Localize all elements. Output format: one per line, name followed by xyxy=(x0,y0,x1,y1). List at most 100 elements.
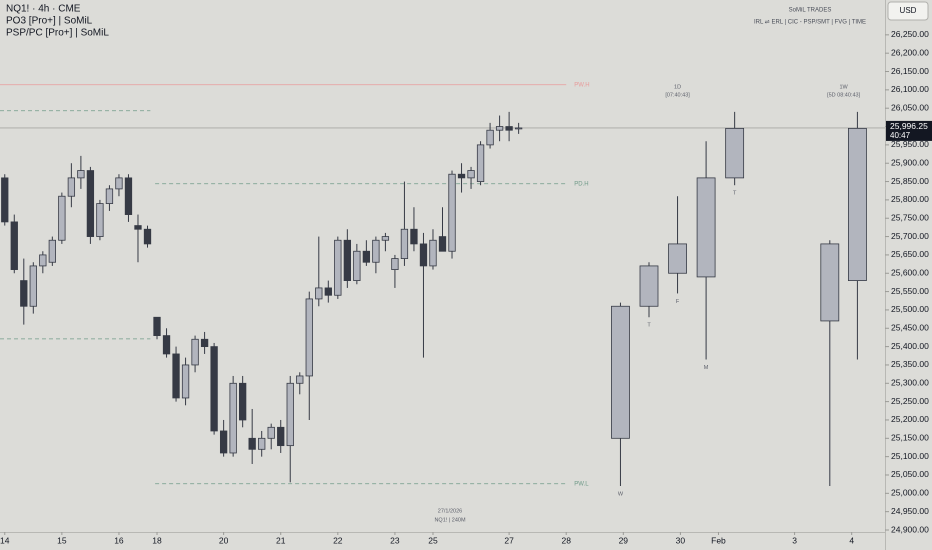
candle-body xyxy=(848,127,867,281)
x-tick-label: 20 xyxy=(219,535,229,545)
candle-body xyxy=(86,170,95,237)
y-tick-label: 26,200.00 xyxy=(891,47,929,57)
brand: SoMiL TRADES xyxy=(789,8,832,14)
candle-body xyxy=(153,316,161,337)
y-tick-label: 25,450.00 xyxy=(891,323,929,333)
y-tick-label: 26,250.00 xyxy=(891,29,929,39)
y-tick-label: 24,950.00 xyxy=(891,506,929,516)
x-tick-label: 28 xyxy=(561,535,571,545)
y-tick-label: 25,250.00 xyxy=(891,396,929,406)
candle-body xyxy=(438,236,447,252)
x-tick-label: 22 xyxy=(333,535,343,545)
y-tick-label: 25,150.00 xyxy=(891,433,929,443)
x-tick-label: 21 xyxy=(276,535,286,545)
y-tick-label: 25,100.00 xyxy=(891,451,929,461)
candle-body xyxy=(143,228,152,245)
candle-body xyxy=(124,177,133,215)
candle-body xyxy=(639,265,659,307)
candle-body xyxy=(10,221,18,270)
y-tick-label: 26,150.00 xyxy=(891,66,929,76)
candle-body xyxy=(210,346,218,432)
last-price-tag xyxy=(886,120,932,141)
htf-candle-label: T xyxy=(733,191,737,197)
x-tick-label: 14 xyxy=(0,535,10,545)
level-label: PW.L xyxy=(574,481,589,487)
plot: PW.H PD.H PW.L W T F M T 1D [07:40:43] 1W [5D 08:40… xyxy=(0,82,885,497)
y-tick-label: 25,050.00 xyxy=(891,469,929,479)
x-tick-label: 25 xyxy=(428,535,438,545)
htf-candle-label: T xyxy=(647,323,651,329)
candle-body xyxy=(48,239,56,263)
y-tick-label: 25,850.00 xyxy=(891,176,929,186)
y-tick-label: 25,200.00 xyxy=(891,414,929,424)
candle-body xyxy=(219,430,228,454)
x-tick-label: 3 xyxy=(792,535,797,545)
htf-timer: [5D 08:40:43] xyxy=(827,92,860,98)
candle-body xyxy=(362,250,371,263)
candle-body xyxy=(696,177,716,278)
candle-body xyxy=(67,177,76,197)
x-tick-label: 27 xyxy=(504,535,514,545)
candle-body xyxy=(39,254,47,267)
candle-body xyxy=(410,228,418,245)
candle-body xyxy=(668,243,687,274)
htf-title: 1D xyxy=(674,84,681,90)
candle-body xyxy=(457,173,466,179)
candle-body xyxy=(134,225,142,230)
htf-candle-label: W xyxy=(618,491,624,497)
candle-body xyxy=(29,265,37,307)
candle-body xyxy=(514,127,523,130)
candle-body xyxy=(448,173,456,252)
y-tick-label: 25,600.00 xyxy=(891,268,929,278)
candle-body xyxy=(324,287,332,296)
indicator-label: PSP/PC [Pro+] | SoMiL xyxy=(6,28,109,39)
candle-body xyxy=(343,239,351,281)
x-tick-label: Feb xyxy=(711,535,726,545)
candle-body xyxy=(277,426,285,447)
y-tick-label: 25,700.00 xyxy=(891,231,929,241)
candle-body xyxy=(334,239,342,296)
y-tick-label: 25,900.00 xyxy=(891,157,929,167)
x-tick-label: 30 xyxy=(676,535,686,545)
htf-timer: [07:40:43] xyxy=(665,92,690,98)
candle-body xyxy=(200,338,209,348)
x-tick-label: 4 xyxy=(849,535,854,545)
candle-body xyxy=(258,437,266,450)
candle-body xyxy=(467,170,475,179)
y-tick-label: 25,000.00 xyxy=(891,488,929,498)
currency[interactable]: USD xyxy=(900,6,917,15)
currency-button[interactable] xyxy=(887,1,929,21)
candle-body xyxy=(162,335,171,355)
htf-candle-label: F xyxy=(676,299,680,305)
candle-body xyxy=(296,375,304,384)
candle-body xyxy=(267,426,275,439)
candle-body xyxy=(229,382,237,454)
y-tick-label: 25,800.00 xyxy=(891,194,929,204)
candle-body xyxy=(181,364,190,399)
level-label: PW.H xyxy=(574,82,589,88)
candle-body xyxy=(286,382,294,447)
candle-body xyxy=(115,177,123,190)
candle-body xyxy=(77,170,85,179)
y-tick-label: 25,400.00 xyxy=(891,341,929,351)
candle-body xyxy=(305,298,313,377)
candle-body xyxy=(725,127,745,179)
x-tick-label: 16 xyxy=(114,535,124,545)
brand-subtitle: IRL ⇌ ERL | CIC - PSP/SMT | FVG | TIME xyxy=(754,20,866,26)
x-tick-label: 18 xyxy=(152,535,162,545)
last-price-label: 25,996.25 xyxy=(890,121,928,131)
htf-title: 1W xyxy=(839,84,848,90)
chart-title: NQ1! · 4h · CME xyxy=(6,4,81,15)
candle-body xyxy=(505,126,513,131)
countdown: 40:47 xyxy=(890,131,911,140)
candle-body xyxy=(381,236,390,241)
candle-body xyxy=(820,243,840,322)
candle-body xyxy=(239,382,247,421)
candle-body xyxy=(58,195,66,241)
y-tick-label: 25,950.00 xyxy=(891,139,929,149)
candle-body xyxy=(486,129,494,146)
candle-body xyxy=(476,144,485,182)
y-tick-label: 25,350.00 xyxy=(891,359,929,369)
